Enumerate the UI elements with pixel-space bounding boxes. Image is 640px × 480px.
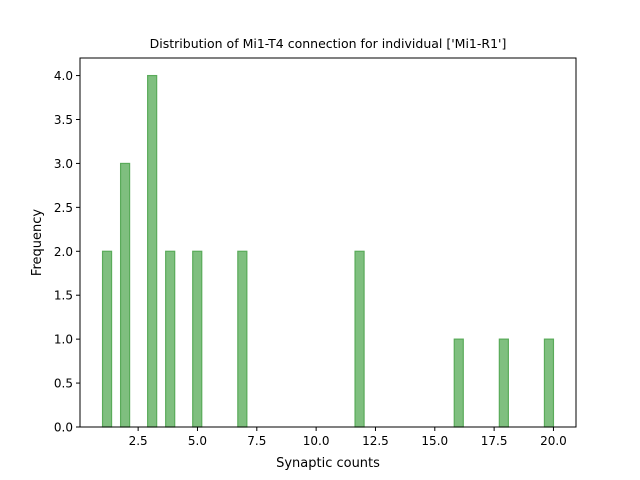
y-tick-label: 4.0 [54, 69, 73, 83]
x-tick-label: 2.5 [129, 434, 148, 448]
x-tick-label: 17.5 [481, 434, 508, 448]
y-tick-label: 0.5 [54, 377, 73, 391]
histogram-bar [453, 338, 464, 428]
y-tick-label: 2.0 [54, 245, 73, 259]
histogram-bar [237, 250, 248, 428]
x-tick-label: 12.5 [362, 434, 389, 448]
y-tick-label: 2.5 [54, 201, 73, 215]
x-tick-label: 15.0 [421, 434, 448, 448]
x-tick-label: 5.0 [188, 434, 207, 448]
histogram-bar [119, 162, 131, 428]
histogram-bar [543, 338, 555, 428]
plot-frame [79, 57, 577, 428]
x-tick-label: 10.0 [303, 434, 330, 448]
x-axis: 2.5 5.0 7.5 10.0 12.5 15.0 17.5 20.0 [129, 427, 567, 448]
y-axis: 0.0 0.5 1.0 1.5 2.0 2.5 3.0 3.5 4.0 [54, 69, 80, 435]
histogram-bar [354, 250, 365, 428]
chart-title: Distribution of Mi1-T4 connection for in… [150, 36, 507, 51]
bars-group [101, 74, 555, 428]
y-tick-label: 1.0 [54, 333, 73, 347]
histogram-bar [101, 250, 113, 428]
histogram-bar [165, 250, 176, 428]
x-tick-label: 20.0 [540, 434, 567, 448]
histogram-bar [498, 338, 509, 428]
y-tick-label: 1.5 [54, 289, 73, 303]
histogram-bar [192, 250, 203, 428]
x-axis-title: Synaptic counts [276, 456, 380, 471]
x-tick-label: 7.5 [247, 434, 266, 448]
histogram-bar [147, 74, 158, 428]
y-axis-title: Frequency [30, 209, 45, 276]
y-tick-label: 0.0 [54, 421, 73, 435]
y-tick-label: 3.0 [54, 157, 73, 171]
y-tick-label: 3.5 [54, 113, 73, 127]
